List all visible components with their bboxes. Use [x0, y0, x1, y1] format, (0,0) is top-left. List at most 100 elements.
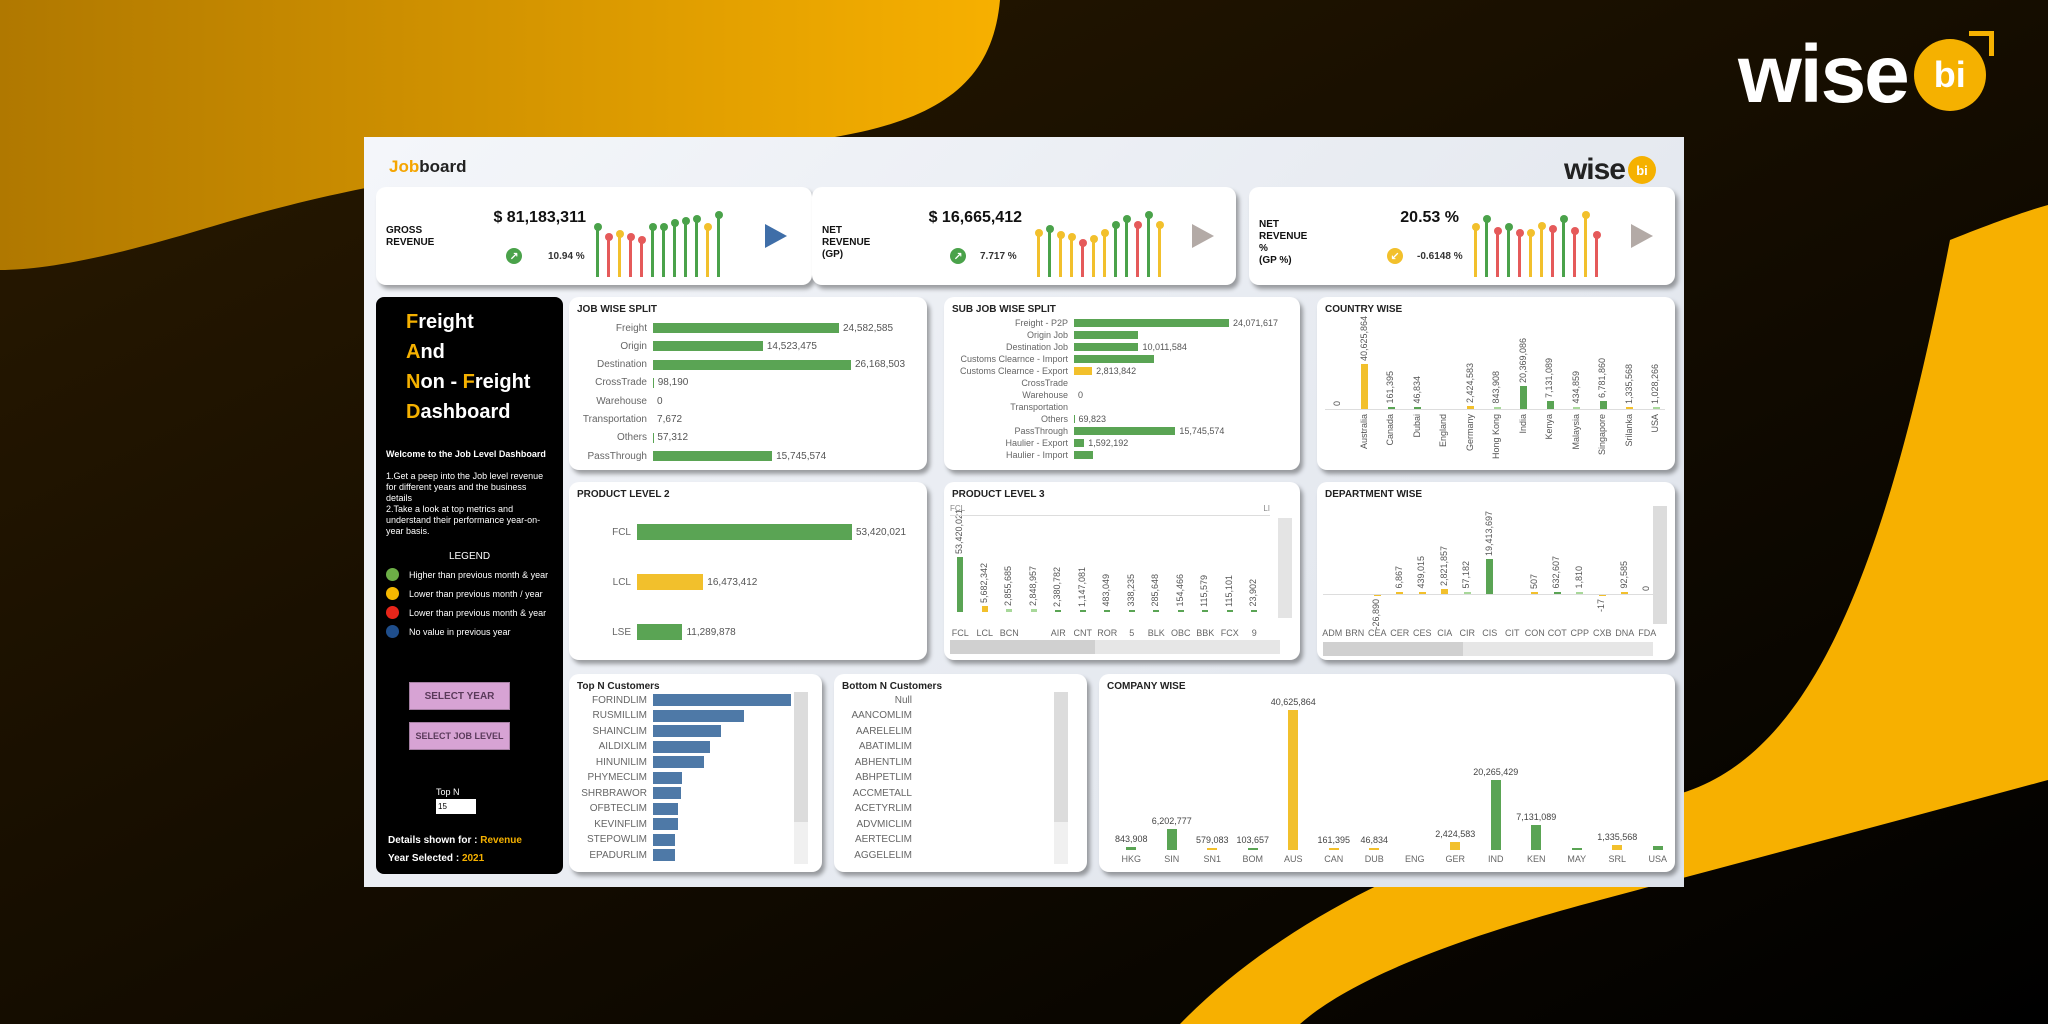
bar[interactable] [1612, 845, 1623, 850]
play-icon[interactable] [1631, 224, 1653, 248]
bar[interactable] [653, 740, 710, 753]
bar[interactable] [1387, 407, 1395, 409]
bar[interactable] [653, 849, 676, 861]
bar[interactable] [1553, 592, 1561, 594]
bar[interactable] [1226, 610, 1233, 612]
scrollbar-thumb[interactable] [1323, 642, 1463, 656]
bar-row[interactable]: Others 69,823 [948, 413, 1106, 425]
bar-row[interactable]: SHRBRAWOR [573, 787, 681, 799]
bar[interactable] [1361, 364, 1369, 409]
bar-row[interactable]: Others 57,312 [573, 432, 688, 444]
bar-row[interactable]: AERTECLIM [838, 834, 918, 846]
bar[interactable] [1531, 825, 1542, 850]
bar[interactable] [1153, 610, 1160, 612]
bar[interactable] [1079, 610, 1086, 612]
bar-row[interactable]: LSE 11,289,878 [577, 624, 736, 640]
bar[interactable] [1467, 406, 1475, 409]
horizontal-scrollbar[interactable] [1323, 642, 1653, 656]
bar-row[interactable]: FCL 53,420,021 [577, 524, 906, 540]
bar[interactable] [1247, 848, 1258, 850]
bar[interactable] [1652, 407, 1660, 409]
bar-row[interactable]: Origin Job [948, 329, 1139, 341]
bar[interactable] [1074, 355, 1154, 363]
bar[interactable] [1074, 319, 1229, 327]
scrollbar-thumb[interactable] [950, 640, 1095, 654]
bar[interactable] [1573, 407, 1581, 409]
bar-row[interactable]: AGGELELIM [838, 849, 918, 861]
bar-row[interactable]: STEPOWLIM [573, 833, 676, 846]
scrollbar-thumb[interactable] [1054, 692, 1068, 822]
bar[interactable] [1251, 610, 1258, 612]
bar[interactable] [1463, 592, 1471, 594]
bar-row[interactable]: FORINDLIM [573, 694, 791, 706]
bar-row[interactable]: Transportation 7,672 [573, 414, 682, 426]
bar[interactable] [1520, 386, 1528, 409]
bar[interactable] [1055, 609, 1062, 612]
bar[interactable] [653, 818, 678, 830]
bar-row[interactable]: AANCOMLIM [838, 710, 918, 722]
bar[interactable] [1074, 331, 1139, 339]
bar-row[interactable]: AILDIXLIM [573, 740, 710, 753]
bar-row[interactable]: Destination 26,168,503 [573, 359, 905, 371]
bar[interactable] [1490, 780, 1501, 850]
bar-row[interactable]: EPADURLIM [573, 849, 676, 861]
bar-row[interactable]: ABATIMLIM [838, 741, 918, 753]
vertical-scrollbar[interactable] [1278, 518, 1292, 618]
bar[interactable] [1396, 592, 1404, 594]
bar-row[interactable]: Freight 24,582,585 [573, 322, 893, 334]
bar[interactable] [637, 624, 683, 640]
bar[interactable] [1414, 407, 1422, 409]
select-year-button[interactable]: SELECT YEAR [409, 682, 510, 710]
bar[interactable] [981, 606, 988, 612]
bar-row[interactable]: OFBTECLIM [573, 802, 678, 815]
play-icon[interactable] [765, 224, 787, 248]
bar-row[interactable]: Customs Clearnce - Import [948, 353, 1154, 365]
bar-row[interactable]: ADVMICLIM [838, 818, 918, 830]
bar[interactable] [1074, 367, 1093, 375]
bar[interactable] [1576, 592, 1584, 594]
bar-row[interactable]: AARELELIM [838, 725, 918, 737]
bar-row[interactable]: ABHPETLIM [838, 772, 918, 784]
bar-row[interactable]: KEVINFLIM [573, 818, 678, 830]
bar[interactable] [653, 771, 682, 784]
bar-row[interactable]: Warehouse 0 [573, 395, 662, 407]
bar-row[interactable]: PassThrough 15,745,574 [948, 425, 1224, 437]
bar[interactable] [1598, 594, 1606, 596]
bar[interactable] [1166, 828, 1177, 850]
bar-row[interactable]: Null [838, 694, 918, 706]
bar[interactable] [1177, 610, 1184, 612]
bar[interactable] [1599, 401, 1607, 409]
bar[interactable] [1207, 848, 1218, 850]
bar[interactable] [1128, 610, 1135, 612]
bar-row[interactable]: Destination Job 10,011,584 [948, 341, 1187, 353]
bar[interactable] [1074, 451, 1094, 459]
bar[interactable] [1288, 710, 1299, 850]
bar-row[interactable]: CrossTrade [948, 377, 1074, 389]
bar[interactable] [653, 377, 654, 388]
bar-row[interactable]: LCL 16,473,412 [577, 574, 757, 590]
select-job-level-button[interactable]: SELECT JOB LEVEL [409, 722, 510, 750]
bar[interactable] [1074, 439, 1085, 447]
scrollbar-thumb[interactable] [794, 692, 808, 822]
bar[interactable] [1626, 407, 1634, 409]
bar[interactable] [1126, 847, 1137, 850]
bar[interactable] [1369, 848, 1380, 850]
bar[interactable] [653, 451, 773, 462]
bar-row[interactable]: Haulier - Export 1,592,192 [948, 437, 1128, 449]
bar[interactable] [1328, 848, 1339, 850]
bar-row[interactable]: ACETYRLIM [838, 803, 918, 815]
bar-row[interactable]: CrossTrade 98,190 [573, 377, 688, 389]
bar-row[interactable]: PHYMECLIM [573, 771, 682, 784]
bar[interactable] [653, 323, 839, 333]
bar[interactable] [653, 787, 681, 799]
scrollbar-thumb[interactable] [1278, 518, 1292, 618]
vertical-scrollbar[interactable] [794, 692, 808, 864]
bar-row[interactable]: SHAINCLIM [573, 725, 721, 737]
horizontal-scrollbar[interactable] [950, 640, 1280, 654]
bar[interactable] [1418, 592, 1426, 594]
bar[interactable] [1373, 594, 1381, 596]
bar[interactable] [653, 709, 745, 722]
bar[interactable] [1104, 610, 1111, 612]
bar-row[interactable]: Customs Clearnce - Export 2,813,842 [948, 365, 1136, 377]
bar[interactable] [1652, 846, 1663, 850]
